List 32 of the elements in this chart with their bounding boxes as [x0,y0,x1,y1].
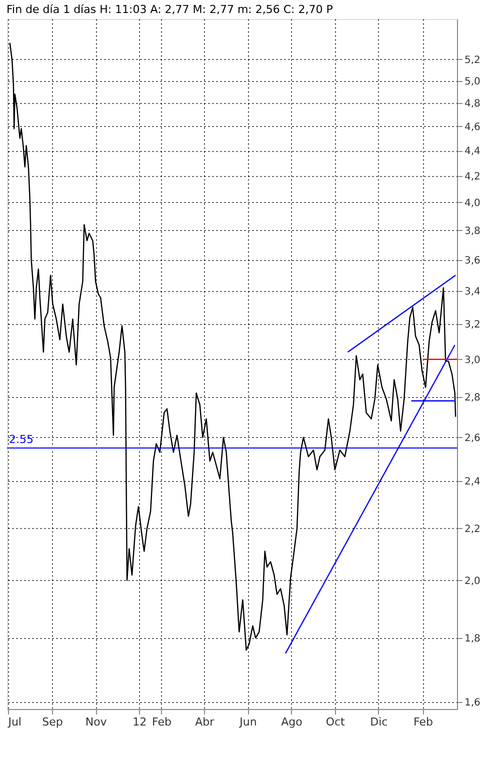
y-tick-label: 3,6 [464,255,480,266]
y-tick-label: 4,4 [464,146,480,158]
y-tick-label: 3,2 [464,320,480,331]
y-tick-label: 2,4 [464,476,480,488]
x-tick-label: 12 [132,716,147,728]
x-tick-label: Sep [42,716,63,728]
y-tick-label: 3,8 [464,226,480,237]
x-tick-label: Nov [85,716,108,728]
y-tick-label: 3,0 [464,354,480,366]
ref-line-label: 2.55 [9,432,34,446]
y-tick-label: 2,6 [464,432,480,444]
x-tick-label: Oct [326,716,346,728]
y-tick-label: 4,6 [464,122,480,133]
y-tick-label: 4,2 [464,171,480,182]
x-tick-label: Jul [7,716,22,728]
x-tick-label: Dic [370,716,388,728]
y-tick-label: 5,0 [464,76,480,88]
x-tick-label: Abr [195,716,215,728]
y-tick-label: 3,4 [464,286,480,298]
y-tick-label: 1,8 [464,633,480,644]
x-tick-label: Feb [152,716,172,728]
x-tick-label: Feb [413,716,433,728]
y-tick-label: 4,8 [464,98,480,110]
x-tick-label: Ago [281,716,303,728]
y-tick-label: 1,6 [464,698,480,709]
y-tick-label: 2,0 [464,576,480,587]
x-tick-label: Jun [238,716,257,728]
y-tick-label: 5,2 [464,54,480,66]
y-tick-label: 2,2 [464,524,480,535]
y-tick-label: 4,0 [464,198,480,209]
y-tick-label: 2,8 [464,392,480,404]
chart-title: Fin de día 1 días H: 11:03 A: 2,77 M: 2,77 m: 2,56 C: 2,70 P [6,3,334,16]
